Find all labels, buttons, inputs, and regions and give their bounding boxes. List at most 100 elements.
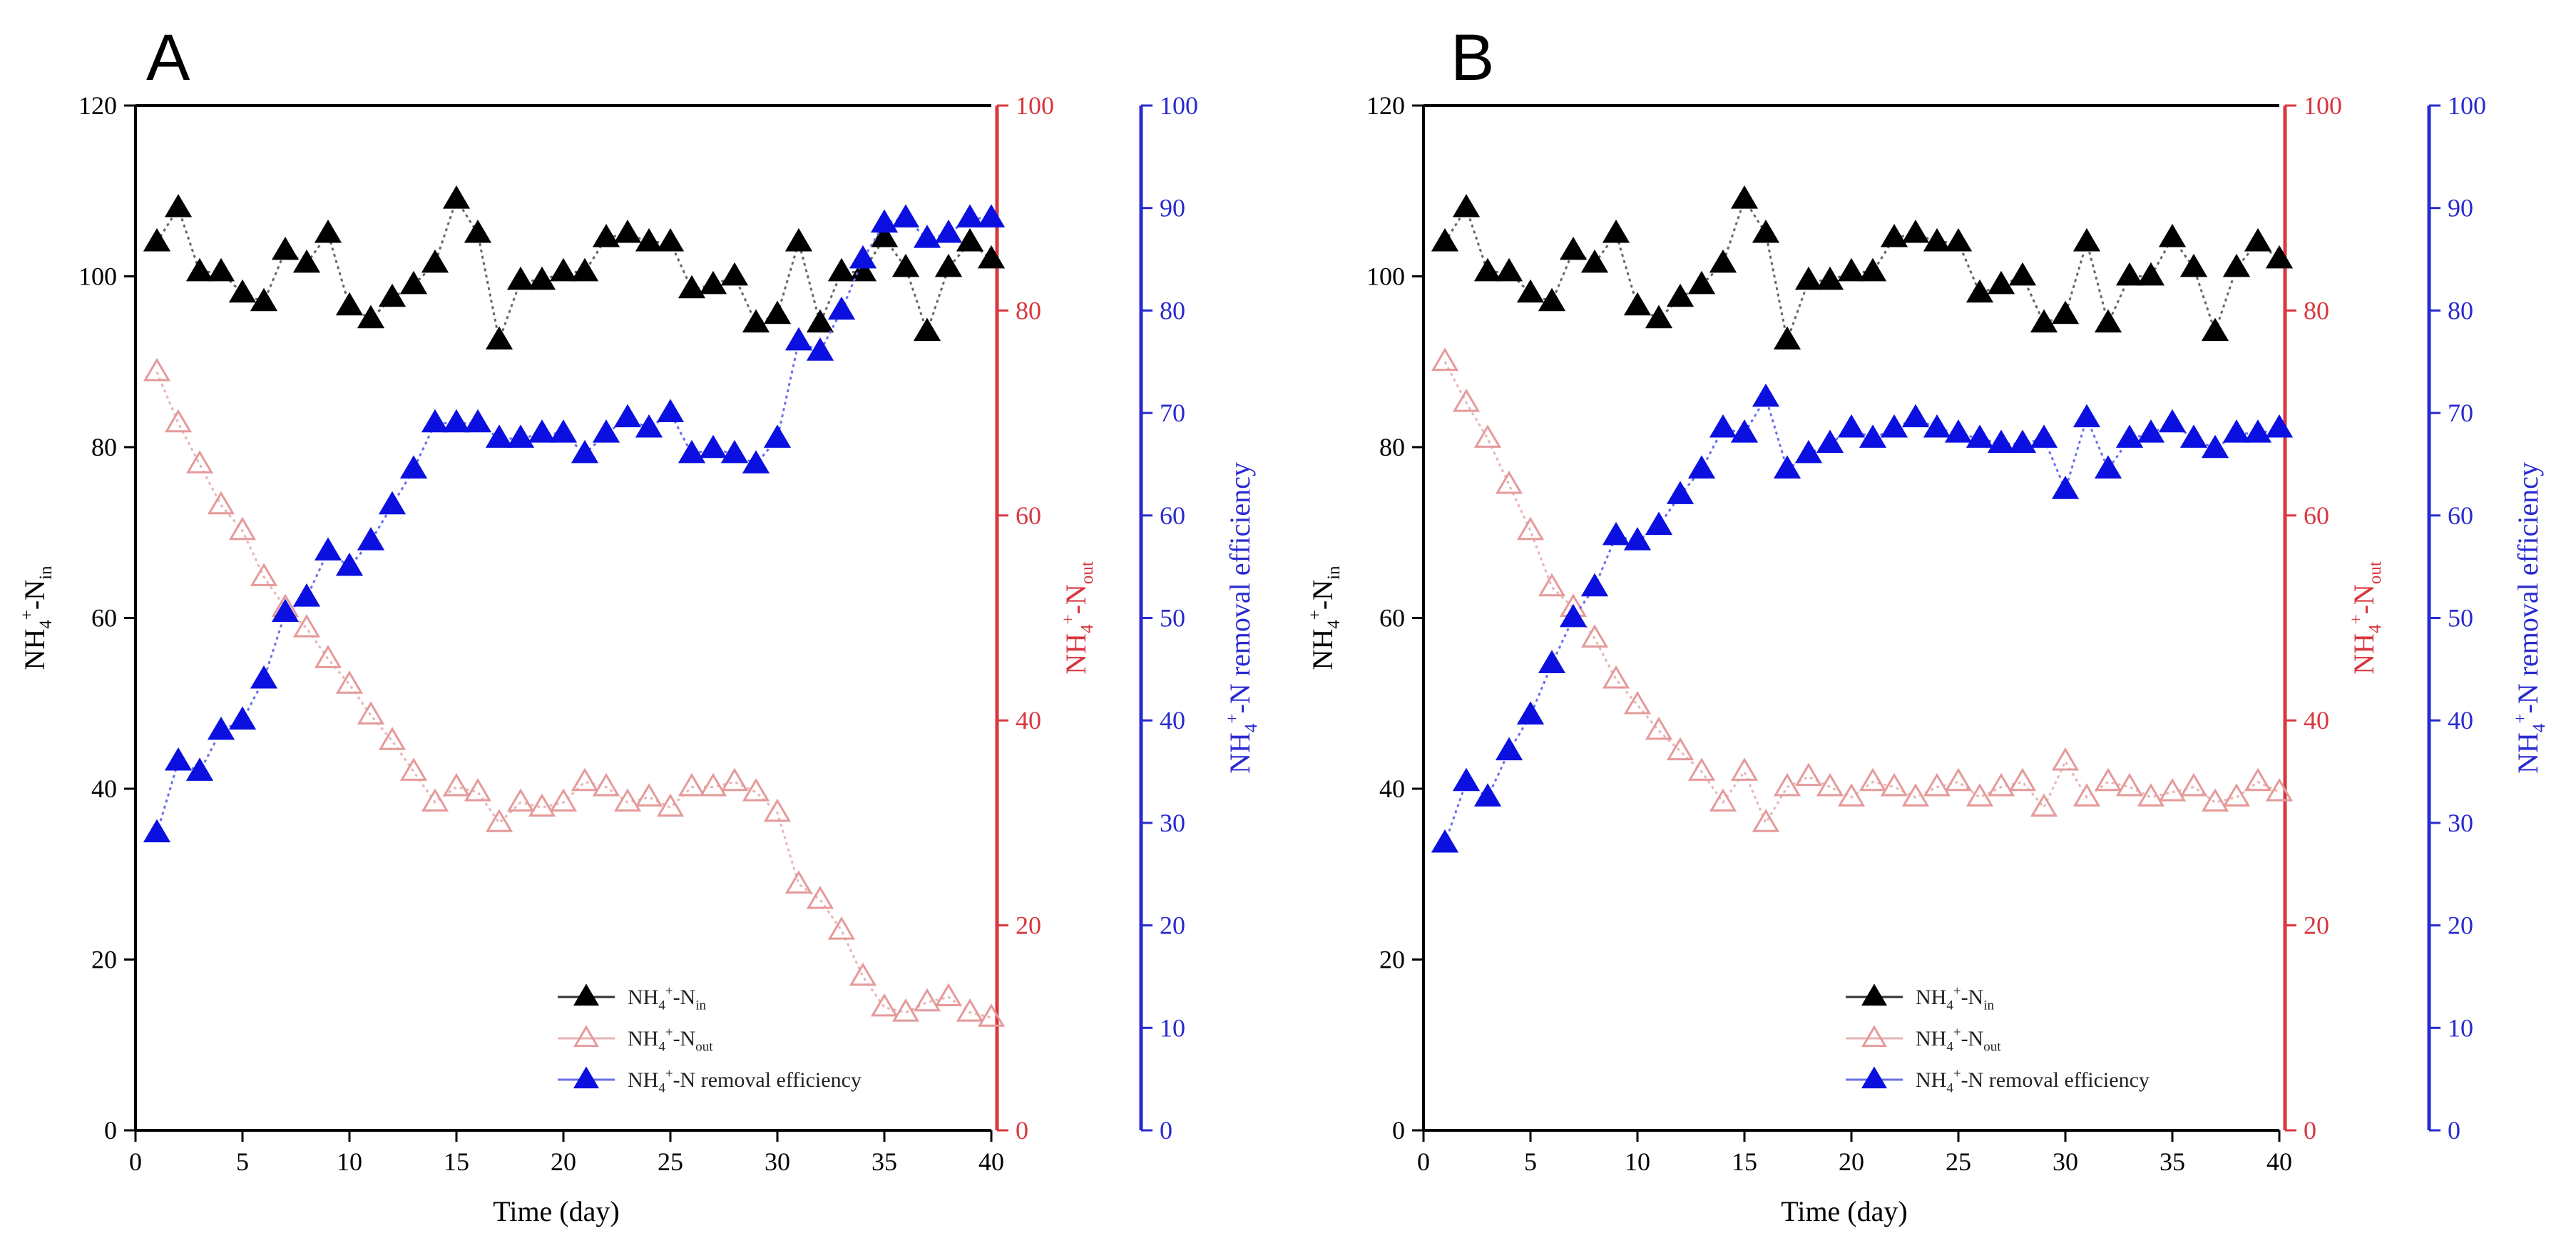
outlet-axis-title: NH4+-Nout — [1059, 561, 1097, 675]
removal-data-point — [1923, 414, 1951, 438]
inlet-data-point — [1602, 219, 1630, 243]
label-part: NH — [1916, 986, 1946, 1009]
inlet-data-point — [1687, 270, 1716, 295]
removal-axis-tick-label: 30 — [2448, 809, 2473, 837]
label-part: + — [1059, 614, 1078, 624]
label-part: NH — [1060, 633, 1092, 675]
inlet-data-point — [2115, 262, 2144, 286]
x-axis-title: Time (day) — [1781, 1195, 1907, 1227]
label-part: -N removal efficiency — [1961, 1068, 2150, 1092]
removal-data-point — [2137, 419, 2165, 443]
label-part: -N — [673, 1027, 696, 1050]
removal-data-point — [2201, 434, 2229, 459]
removal-data-point — [1495, 737, 1523, 761]
outlet-data-point — [207, 491, 235, 515]
removal-data-point — [506, 424, 535, 448]
label-part: + — [1953, 1025, 1961, 1040]
removal-data-point — [742, 450, 770, 474]
plot-layer: 0 5 10 15 20 25 30 35 40020406080100120020406080… — [18, 91, 1261, 1176]
outlet-data-point — [2137, 783, 2165, 807]
outlet-axis-tick-label: 80 — [1016, 296, 1041, 324]
inlet-data-point — [1559, 236, 1588, 260]
inlet-data-point — [1880, 223, 1908, 247]
removal-axis-tick-label: 30 — [1160, 809, 1185, 837]
outlet-data-point — [1687, 757, 1716, 781]
label-part: NH — [1916, 1027, 1946, 1050]
label-part: 4 — [1946, 1040, 1953, 1055]
removal-axis-tick-label: 50 — [1160, 604, 1185, 633]
removal-data-point — [1645, 511, 1673, 536]
label-part: 4 — [658, 1040, 665, 1055]
outlet-data-point — [678, 772, 706, 797]
outlet-data-point — [228, 516, 257, 541]
x-tick-label: 5 — [1524, 1147, 1537, 1176]
outlet-axis-tick-label: 100 — [2304, 91, 2342, 120]
removal-data-point — [271, 598, 300, 623]
panel-label: B — [1451, 21, 1494, 94]
inlet-data-point — [2051, 300, 2080, 324]
removal-data-point — [1623, 527, 1652, 551]
outlet-data-point — [2201, 788, 2229, 812]
inlet-data-point — [549, 257, 578, 282]
removal-data-point — [1666, 481, 1695, 504]
outlet-data-point — [1645, 716, 1673, 740]
inlet-data-point — [442, 185, 471, 209]
removal-data-point — [378, 491, 407, 515]
outlet-data-point — [335, 670, 364, 694]
x-tick-label: 10 — [1625, 1147, 1650, 1176]
inlet-data-point — [2244, 227, 2272, 252]
outlet-data-point — [613, 788, 642, 812]
label-part: -N removal efficiency — [1224, 462, 1256, 713]
removal-axis-tick-label: 100 — [1160, 91, 1198, 120]
left-y-tick-label: 80 — [1379, 433, 1405, 461]
label-part: in — [36, 566, 56, 580]
outlet-axis-tick-label: 20 — [2304, 911, 2329, 940]
outlet-data-point — [763, 798, 792, 822]
legend-marker-inlet — [573, 983, 600, 1006]
removal-data-point — [1859, 424, 1887, 448]
x-tick-label: 20 — [1839, 1147, 1864, 1176]
outlet-axis-tick-label: 60 — [1016, 501, 1041, 530]
removal-data-point — [143, 819, 171, 843]
outlet-data-point — [699, 772, 727, 797]
outlet-data-point — [1452, 389, 1481, 412]
outlet-data-point — [956, 998, 984, 1022]
outlet-data-point — [934, 983, 963, 1007]
removal-data-point — [1709, 414, 1737, 438]
inlet-data-point — [956, 227, 984, 252]
removal-axis-tick-label: 20 — [2448, 911, 2473, 940]
inlet-data-point — [1473, 257, 1502, 282]
inlet-data-point — [1923, 227, 1951, 252]
inlet-data-point — [314, 219, 342, 243]
removal-data-point — [207, 716, 235, 740]
outlet-data-point — [1794, 762, 1823, 787]
outlet-data-point — [656, 793, 685, 817]
legend-marker-inlet — [1861, 983, 1888, 1006]
removal-data-point — [613, 404, 642, 428]
inlet-data-point — [1794, 266, 1823, 290]
label-part: 4 — [2530, 723, 2549, 732]
outlet-data-point — [1880, 772, 1908, 797]
label-part: NH — [1916, 1068, 1946, 1092]
inlet-data-point — [528, 266, 556, 290]
label-part: -N — [1961, 1027, 1984, 1050]
inlet-data-point — [699, 270, 727, 295]
outlet-data-point — [1859, 767, 1887, 792]
removal-data-point — [1431, 829, 1459, 853]
removal-data-point — [1987, 429, 2015, 454]
label-part: + — [665, 984, 673, 999]
label-part: -N — [2348, 584, 2380, 614]
removal-data-point — [2244, 419, 2272, 443]
x-tick-label: 0 — [1417, 1147, 1430, 1176]
removal-data-point — [1538, 650, 1566, 674]
removal-data-point — [592, 419, 620, 443]
removal-data-point — [2094, 455, 2122, 479]
removal-axis-tick-label: 10 — [2448, 1013, 2473, 1042]
removal-data-point — [1966, 424, 1994, 448]
removal-data-point — [549, 419, 578, 443]
removal-data-point — [763, 424, 792, 448]
inlet-data-point — [742, 309, 770, 333]
removal-data-point — [2030, 424, 2058, 448]
label-part: + — [1953, 984, 1961, 999]
removal-axis-tick-label: 20 — [1160, 911, 1185, 940]
